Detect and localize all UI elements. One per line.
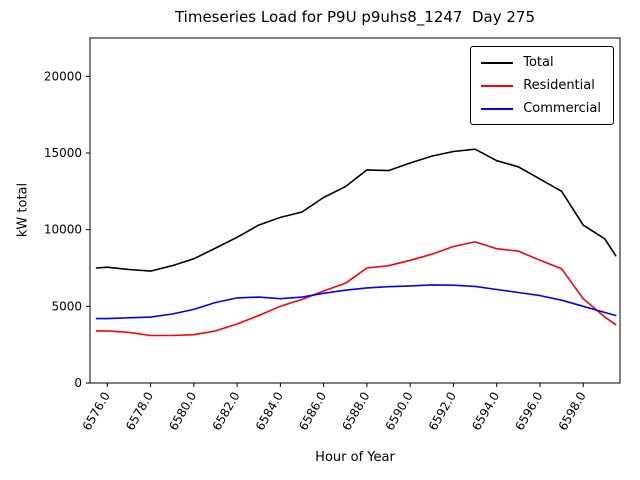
x-tick-label: 6576.0 [80, 390, 113, 433]
x-tick-label: 6588.0 [339, 390, 372, 433]
legend-line-total [481, 61, 514, 64]
y-tick-label: 20000 [44, 69, 82, 83]
legend-label-commercial: Commercial [523, 101, 601, 116]
legend-line-commercial [481, 107, 514, 110]
legend-line-residential [481, 84, 514, 87]
plot-border [89, 37, 621, 384]
x-tick-label: 6594.0 [469, 390, 502, 433]
y-tick-label: 0 [74, 376, 82, 390]
legend: Total Residential Commercial [470, 46, 614, 125]
x-tick-label: 6580.0 [166, 390, 199, 433]
x-tick-label: 6592.0 [426, 390, 459, 433]
legend-label-residential: Residential [523, 78, 595, 93]
x-tick-label: 6584.0 [253, 390, 286, 433]
series-line-residential [95, 241, 617, 337]
legend-entry-total: Total [481, 55, 601, 70]
x-tick-label: 6586.0 [296, 390, 329, 433]
x-tick-label: 6590.0 [383, 390, 416, 433]
x-tick-label: 6582.0 [210, 390, 243, 433]
legend-entry-commercial: Commercial [481, 101, 601, 116]
series-line-total [95, 148, 617, 272]
y-axis-label: kW total [15, 182, 31, 238]
series-line-commercial [95, 284, 617, 320]
y-tick-label: 10000 [44, 223, 82, 237]
x-tick-label: 6578.0 [123, 390, 156, 433]
y-tick-label: 5000 [51, 299, 82, 313]
y-tick-label: 15000 [44, 146, 82, 160]
x-tick-label: 6596.0 [512, 390, 545, 433]
chart-title: Timeseries Load for P9U p9uhs8_1247 Day … [174, 8, 536, 26]
x-tick-label: 6598.0 [556, 390, 589, 433]
x-axis-label: Hour of Year [315, 450, 395, 465]
legend-label-total: Total [523, 55, 554, 70]
legend-entry-residential: Residential [481, 78, 601, 93]
